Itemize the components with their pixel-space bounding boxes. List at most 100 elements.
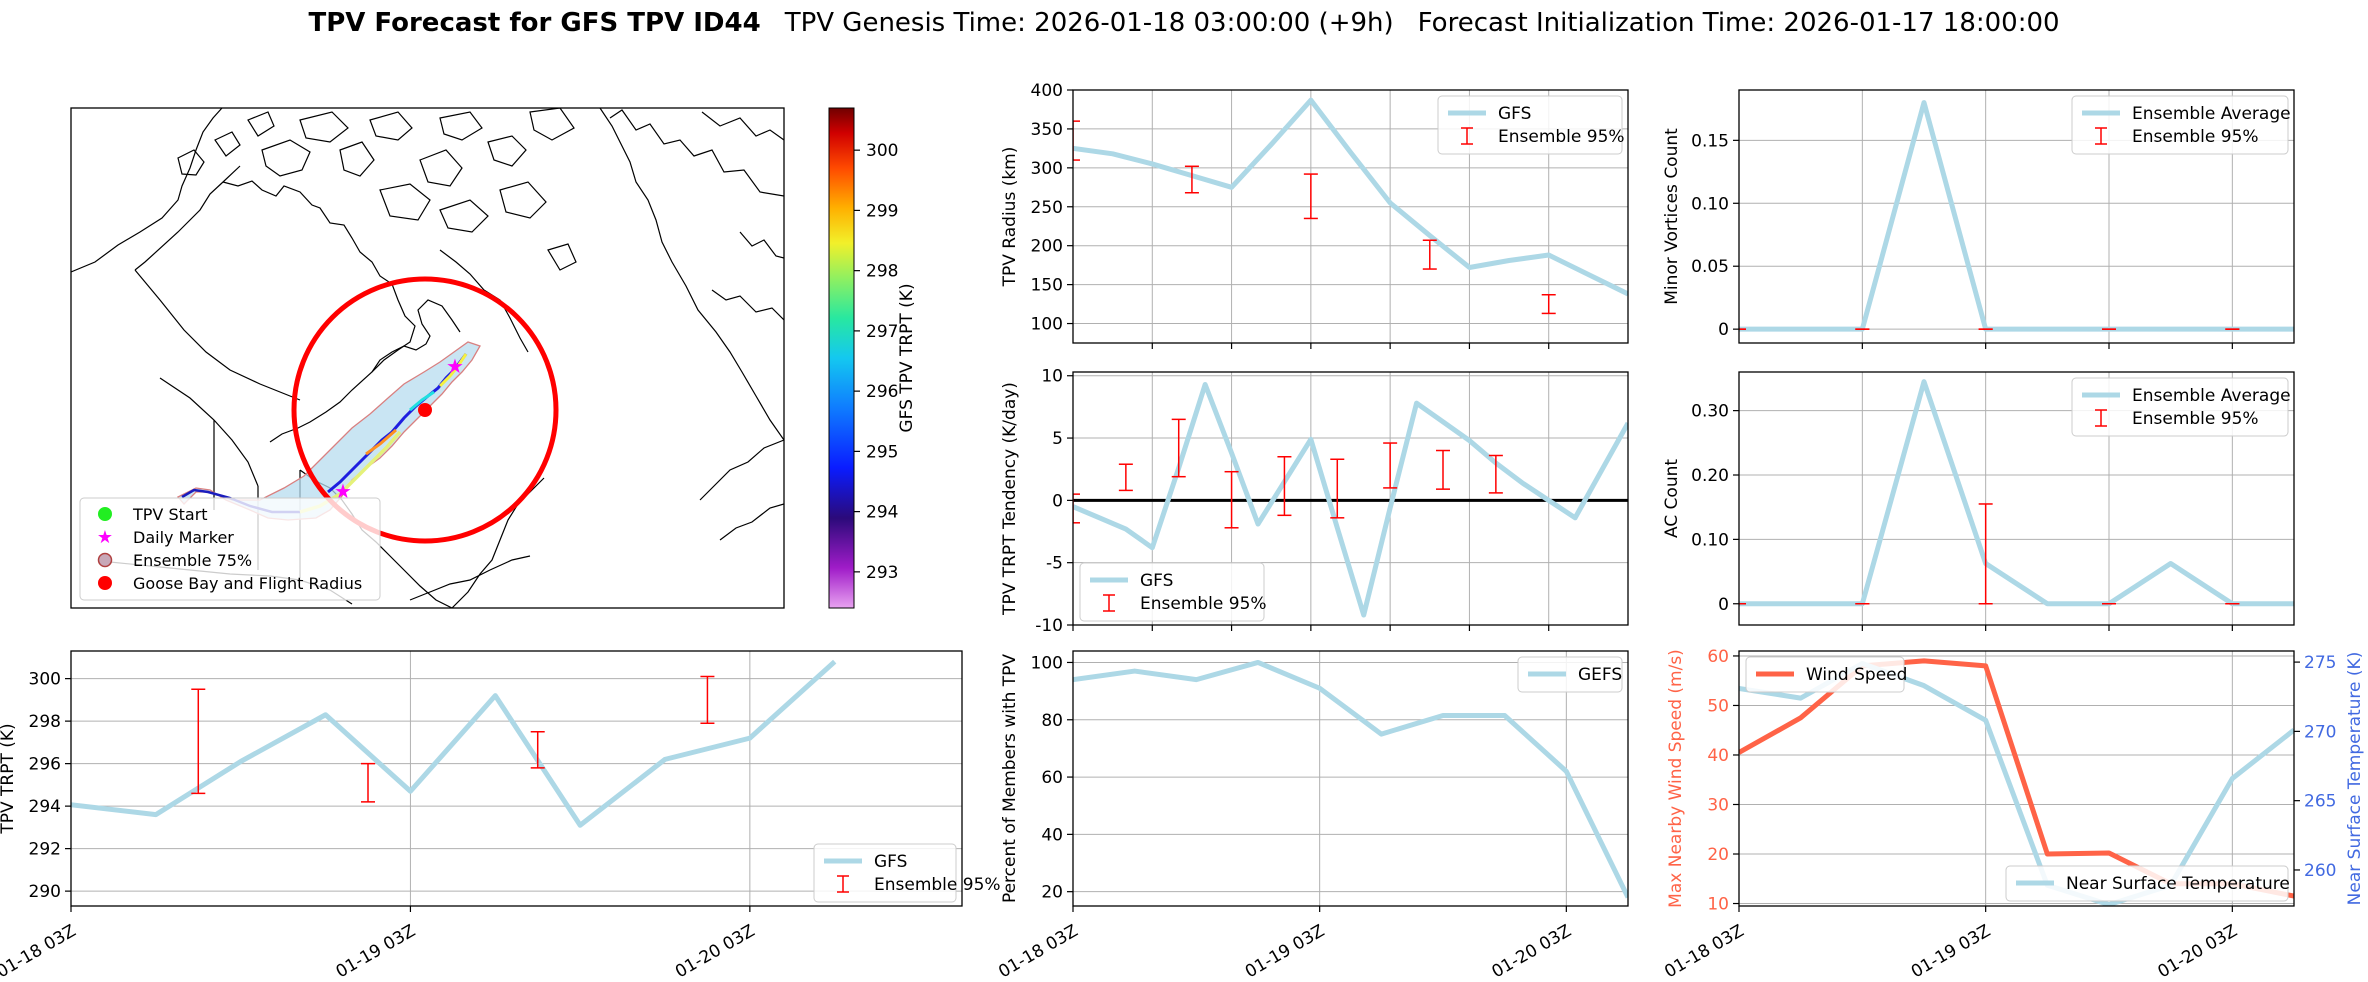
- legend-label: Ensemble 95%: [1140, 594, 1267, 614]
- greenland-fjords: [609, 109, 784, 197]
- island-3: [247, 111, 275, 137]
- legend-box: [2071, 377, 2289, 437]
- x-tick-label: 01-19 03Z: [1908, 921, 1994, 982]
- island-15: [547, 243, 577, 271]
- y-tick-label: 296: [29, 755, 61, 775]
- radius-panel: 100 150 200 250 300 350 400 TPV Radius (km) GFS E…: [1000, 81, 1629, 349]
- colorbar-tick-label: 294: [866, 503, 898, 523]
- series-line-gfs: [1073, 381, 1628, 618]
- x-tick-label: 01-18 03Z: [0, 921, 80, 982]
- y-tick-label: 300: [1031, 159, 1063, 179]
- y2-tick-label: 260: [2304, 861, 2336, 881]
- y-tick-label: 0.30: [1691, 402, 1729, 422]
- y-tick-label: 200: [1031, 237, 1063, 257]
- series-line-gefs: [1073, 659, 1628, 899]
- colorbar-tick-label: 297: [866, 322, 898, 342]
- colorbar-tick-label: 296: [866, 382, 898, 402]
- members-panel: 20 40 60 80 100 01-18 03Z 01-19 03Z 01-20 03Z Pe…: [995, 650, 1629, 982]
- axes-frame: [1072, 89, 1629, 344]
- axes-frame: [1072, 371, 1629, 626]
- y-tick-label: 20: [1707, 845, 1729, 865]
- island-2: [214, 131, 241, 157]
- y-tick-label: 60: [1707, 647, 1729, 667]
- y-tick-label: 0: [1052, 491, 1063, 511]
- axes-frame: [1738, 371, 2295, 626]
- island-4: [261, 139, 311, 177]
- y-tick-label: 10: [1041, 367, 1063, 387]
- legend-label: GFS: [874, 852, 907, 872]
- y-tick-label: 40: [1707, 746, 1729, 766]
- y-tick-label: 300: [29, 670, 61, 690]
- island-6: [339, 141, 375, 177]
- goose-bay-marker: [418, 403, 432, 417]
- island-7: [369, 111, 413, 141]
- y-tick-label: 250: [1031, 198, 1063, 218]
- y-tick-label: 80: [1041, 711, 1063, 731]
- island-14: [499, 181, 547, 219]
- island-12: [379, 183, 431, 221]
- x-tick-label: 01-20 03Z: [1489, 921, 1575, 982]
- coast-east: [701, 111, 784, 141]
- colorbar-tick-label: 293: [866, 563, 898, 583]
- y-tick-label: 10: [1707, 895, 1729, 915]
- legend-label: GFS: [1498, 104, 1531, 124]
- coastline-arctic: [222, 180, 416, 443]
- title-init: Forecast Initialization Time: 2026-01-17…: [1418, 8, 2060, 38]
- x-tick-label: 01-18 03Z: [1661, 921, 1747, 982]
- plot-marks: [1739, 100, 2294, 332]
- coast-east-3: [711, 289, 784, 321]
- colorbar-tick-label: 295: [866, 442, 898, 462]
- y-tick-label: 0.05: [1691, 257, 1729, 277]
- greenland: [599, 108, 784, 441]
- y2-tick-label: 270: [2304, 722, 2336, 742]
- y-axis-label: TPV TRPT (K): [0, 723, 18, 834]
- y2-tick-label: 275: [2304, 653, 2336, 673]
- ensemble-75-icon: [97, 552, 113, 568]
- island-11: [529, 108, 575, 141]
- legend-goose-bay: Goose Bay and Flight Radius: [133, 574, 362, 593]
- island-13: [439, 199, 489, 233]
- y-tick-label: 40: [1041, 825, 1063, 845]
- legend-box: [2005, 865, 2289, 902]
- title-genesis: TPV Genesis Time: 2026-01-18 03:00:00 (+…: [784, 8, 1394, 38]
- legend-label: Ensemble Average: [2132, 104, 2291, 124]
- x-tick-label: 01-19 03Z: [333, 921, 419, 982]
- island-9: [439, 111, 483, 141]
- legend-label: Ensemble 95%: [874, 875, 1001, 895]
- canada-province-1: [159, 377, 259, 487]
- y2-axis-label: Near Surface Temperature (K): [2345, 652, 2365, 906]
- series-line-ensemble-average: [1739, 379, 2294, 607]
- y-tick-label: 0.20: [1691, 466, 1729, 486]
- y-tick-label: 100: [1031, 653, 1063, 673]
- map-legend: TPV Start ★ Daily Marker Ensemble 75% Go…: [79, 497, 381, 601]
- y-tick-label: 400: [1031, 81, 1063, 101]
- europe-coast: [699, 439, 784, 501]
- plot-marks: [1073, 659, 1628, 899]
- legend-daily-marker: Daily Marker: [133, 528, 234, 547]
- y-axis-label: Minor Vortices Count: [1662, 128, 1682, 305]
- colorbar-label: GFS TPV TRPT (K): [897, 283, 917, 432]
- europe-coast-2: [719, 503, 784, 541]
- colorbar-tick-label: 299: [866, 201, 898, 221]
- axes-frame: [1738, 89, 2295, 344]
- y-axis-label: Percent of Members with TPV: [1000, 654, 1020, 903]
- legend-label: Ensemble 95%: [2132, 127, 2259, 147]
- y-tick-label: 0.10: [1691, 530, 1729, 550]
- y-tick-label: 100: [1031, 315, 1063, 335]
- trpt-panel: 290 292 294 296 298 300 01-18 03Z 01-19 03Z 01-2…: [0, 650, 1001, 982]
- y-tick-label: 292: [29, 840, 61, 860]
- island-10: [487, 135, 527, 167]
- y-tick-label: 298: [29, 712, 61, 732]
- y-tick-label: 0: [1718, 320, 1729, 340]
- axes-frame: [1738, 650, 2295, 907]
- plot-marks: [1073, 97, 1628, 315]
- axes-frame: [1072, 650, 1629, 907]
- legend-label: GFS: [1140, 571, 1173, 591]
- colorbar-tick-label: 298: [866, 262, 898, 282]
- hudson-bay: [371, 299, 461, 373]
- legend-label: Near Surface Temperature: [2066, 874, 2290, 894]
- y-tick-label: 290: [29, 882, 61, 902]
- y-tick-label: -10: [1035, 616, 1063, 636]
- map-panel: ★ ★ TPV Start ★ Daily Marker Ensemble 75…: [70, 107, 785, 609]
